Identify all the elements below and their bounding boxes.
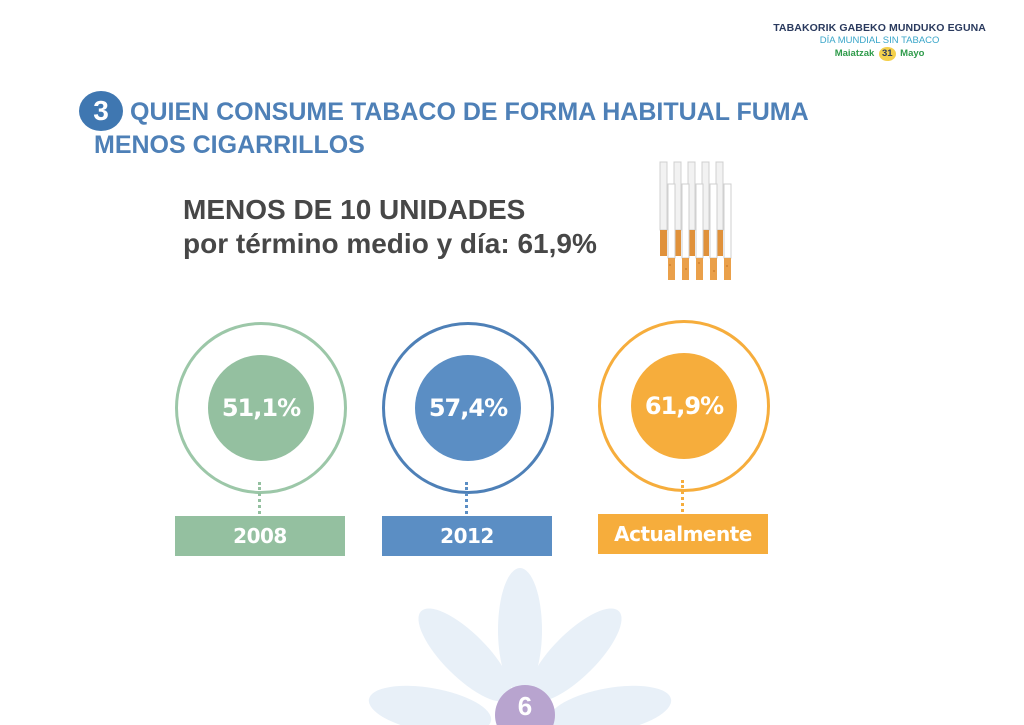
- year-label-2008: 2008: [175, 516, 345, 556]
- event-header: TABAKORIK GABEKO MUNDUKO EGUNA DÍA MUNDI…: [773, 22, 986, 61]
- event-date-basque: Maiatzak: [834, 48, 875, 59]
- stat-ring: [598, 320, 770, 492]
- cigarettes-icon: [659, 161, 732, 280]
- event-date: Maiatzak 31 Mayo: [773, 47, 986, 61]
- connector-dots: [681, 480, 684, 512]
- stat-ring: [175, 322, 347, 494]
- stat-value: 51,1%: [208, 355, 314, 461]
- stat-circle-current: 61,9%: [598, 320, 770, 492]
- event-date-day: 31: [878, 47, 896, 61]
- section-title-line1: QUIEN CONSUME TABACO DE FORMA HABITUAL F…: [130, 98, 809, 126]
- stat-value: 61,9%: [631, 353, 737, 459]
- event-title-basque: TABAKORIK GABEKO MUNDUKO EGUNA: [773, 22, 986, 34]
- year-label-current: Actualmente: [598, 514, 768, 554]
- section-number-badge: 3: [79, 91, 123, 131]
- page-number: 6: [517, 691, 533, 721]
- flower-decoration: [368, 568, 672, 725]
- year-label-2012: 2012: [382, 516, 552, 556]
- headline-stat: MENOS DE 10 UNIDADES por término medio y…: [183, 193, 597, 261]
- stat-value: 57,4%: [415, 355, 521, 461]
- section-title-line2: MENOS CIGARRILLOS: [94, 131, 365, 159]
- event-title-spanish: DÍA MUNDIAL SIN TABACO: [819, 35, 940, 46]
- stat-circle-2008: 51,1%: [175, 322, 347, 494]
- connector-dots: [258, 482, 261, 514]
- section-title: QUIEN CONSUME TABACO DE FORMA HABITUAL F…: [94, 96, 914, 162]
- headline-stat-line2: por término medio y día: 61,9%: [183, 228, 597, 259]
- connector-dots: [465, 482, 468, 514]
- event-date-spanish: Mayo: [900, 48, 925, 59]
- headline-stat-line1: MENOS DE 10 UNIDADES: [183, 194, 526, 225]
- stat-ring: [382, 322, 554, 494]
- stat-circle-2012: 57,4%: [382, 322, 554, 494]
